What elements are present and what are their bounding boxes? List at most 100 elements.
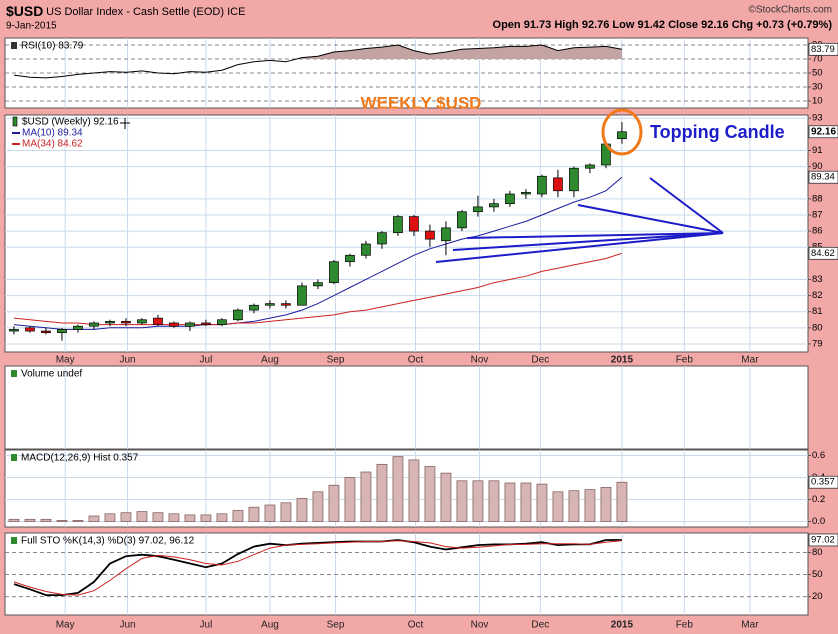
candle-body <box>441 227 451 242</box>
candle-body <box>9 329 19 332</box>
candle-body <box>409 216 419 232</box>
x-tick-label: Feb <box>676 355 694 366</box>
x-tick-label: Sep <box>327 355 345 366</box>
quote-label: Chg <box>732 19 753 31</box>
quote-label: High <box>554 19 579 31</box>
candle-body <box>425 230 435 240</box>
hist-bar <box>200 514 212 522</box>
panel-icon <box>11 42 17 49</box>
hist-bar <box>72 520 84 522</box>
x-tick-label: Mar <box>741 620 759 631</box>
hist-bar <box>120 512 132 522</box>
candle-body <box>361 243 371 256</box>
hist-bar <box>264 504 276 522</box>
y-tick-label: 80 <box>812 322 823 333</box>
candle-body <box>329 261 339 284</box>
y-tick-label: 20 <box>812 591 823 602</box>
panel-icon <box>11 370 17 377</box>
candle-body <box>121 321 131 324</box>
hist-bar <box>408 459 420 522</box>
annotation-lines <box>435 177 724 263</box>
legend-label: MA(34) 84.62 <box>22 139 83 150</box>
last-value-box <box>808 42 838 56</box>
candle-body <box>489 203 499 208</box>
quote-value: 91.73 <box>524 19 552 31</box>
last-value-box <box>808 475 838 489</box>
candle-body <box>377 232 387 245</box>
last-value-label: 89.34 <box>811 172 835 183</box>
hist-bar <box>184 514 196 522</box>
x-tick-label: 2015 <box>611 355 634 366</box>
candle-body <box>345 254 355 263</box>
date: 9-Jan-2015 <box>6 21 57 32</box>
candle-body <box>169 322 179 327</box>
y-tick-label: 50 <box>812 68 823 79</box>
candle-body <box>249 304 259 311</box>
x-tick-label: Jun <box>119 355 135 366</box>
panel-title: MACD(12,26,9) Hist 0.357 <box>21 453 139 464</box>
y-tick-label: 87 <box>812 209 823 220</box>
arrow-line <box>452 232 724 251</box>
hist-bar <box>168 513 180 522</box>
arrow-line <box>435 232 724 263</box>
candle-body <box>105 321 115 324</box>
quote-value: 91.42 <box>637 19 665 31</box>
arrow-line <box>577 204 724 234</box>
y-tick-label: 80 <box>812 547 823 558</box>
quote-label: Low <box>612 19 634 31</box>
y-tick-label: 0.0 <box>812 516 825 527</box>
annotations: WEEKLY $USD Topping Candle <box>361 93 785 263</box>
quote-value: 92.76 <box>582 19 610 31</box>
x-tick-label: Aug <box>261 355 279 366</box>
candle-body <box>137 319 147 324</box>
hist-bar <box>520 482 532 522</box>
crosshair <box>120 118 130 129</box>
hist-bar <box>296 498 308 522</box>
hist-bar <box>600 487 612 522</box>
hist-bar <box>376 463 388 522</box>
x-tick-label: Mar <box>741 355 759 366</box>
hist-bar <box>440 472 452 522</box>
y-tick-label: 91 <box>812 145 823 156</box>
y-tick-label: 86 <box>812 226 823 237</box>
quote-value: +0.73 (+0.79%) <box>756 19 832 31</box>
y-tick-label: 70 <box>812 54 823 65</box>
candle-body <box>57 329 67 334</box>
description: US Dollar Index - Cash Settle (EOD) ICE <box>46 6 245 18</box>
line <box>13 44 622 79</box>
candle-body <box>233 309 243 321</box>
hist-bar <box>152 512 164 522</box>
hist-bar <box>40 518 52 522</box>
last-value-label: 92.16 <box>811 126 836 137</box>
candle-body <box>585 164 595 169</box>
hist-bar <box>88 515 100 522</box>
candle-body <box>217 319 227 325</box>
chart-title: WEEKLY $USD <box>361 93 482 112</box>
y-tick-label: 0.6 <box>812 450 825 461</box>
quote: Open 91.73 High 92.76 Low 91.42 Close 92… <box>493 19 833 31</box>
hist-bar <box>328 484 340 522</box>
arrow-line <box>649 177 724 234</box>
header-line: $USD US Dollar Index - Cash Settle (EOD)… <box>6 3 245 19</box>
last-value-box <box>808 170 838 184</box>
candle-body <box>153 317 163 325</box>
credit: ©StockCharts.com <box>748 5 832 16</box>
last-value-label: 97.02 <box>811 534 835 545</box>
area-fill <box>14 45 622 59</box>
hist-bar <box>584 489 596 522</box>
x-tick-label: Dec <box>531 620 549 631</box>
hist-bar <box>216 513 228 522</box>
candle-body <box>457 211 467 229</box>
candle-body <box>537 175 547 195</box>
panel-icon <box>11 537 17 544</box>
last-value-box <box>808 125 838 139</box>
panel <box>4 365 809 450</box>
x-tick-label: Nov <box>471 620 489 631</box>
candle-body <box>617 131 627 140</box>
hist-bar <box>456 480 468 522</box>
candle-body <box>265 303 275 306</box>
candle-body <box>41 330 51 334</box>
legend-label: MA(10) 89.34 <box>22 128 83 139</box>
panel-title: Volume undef <box>21 369 82 380</box>
